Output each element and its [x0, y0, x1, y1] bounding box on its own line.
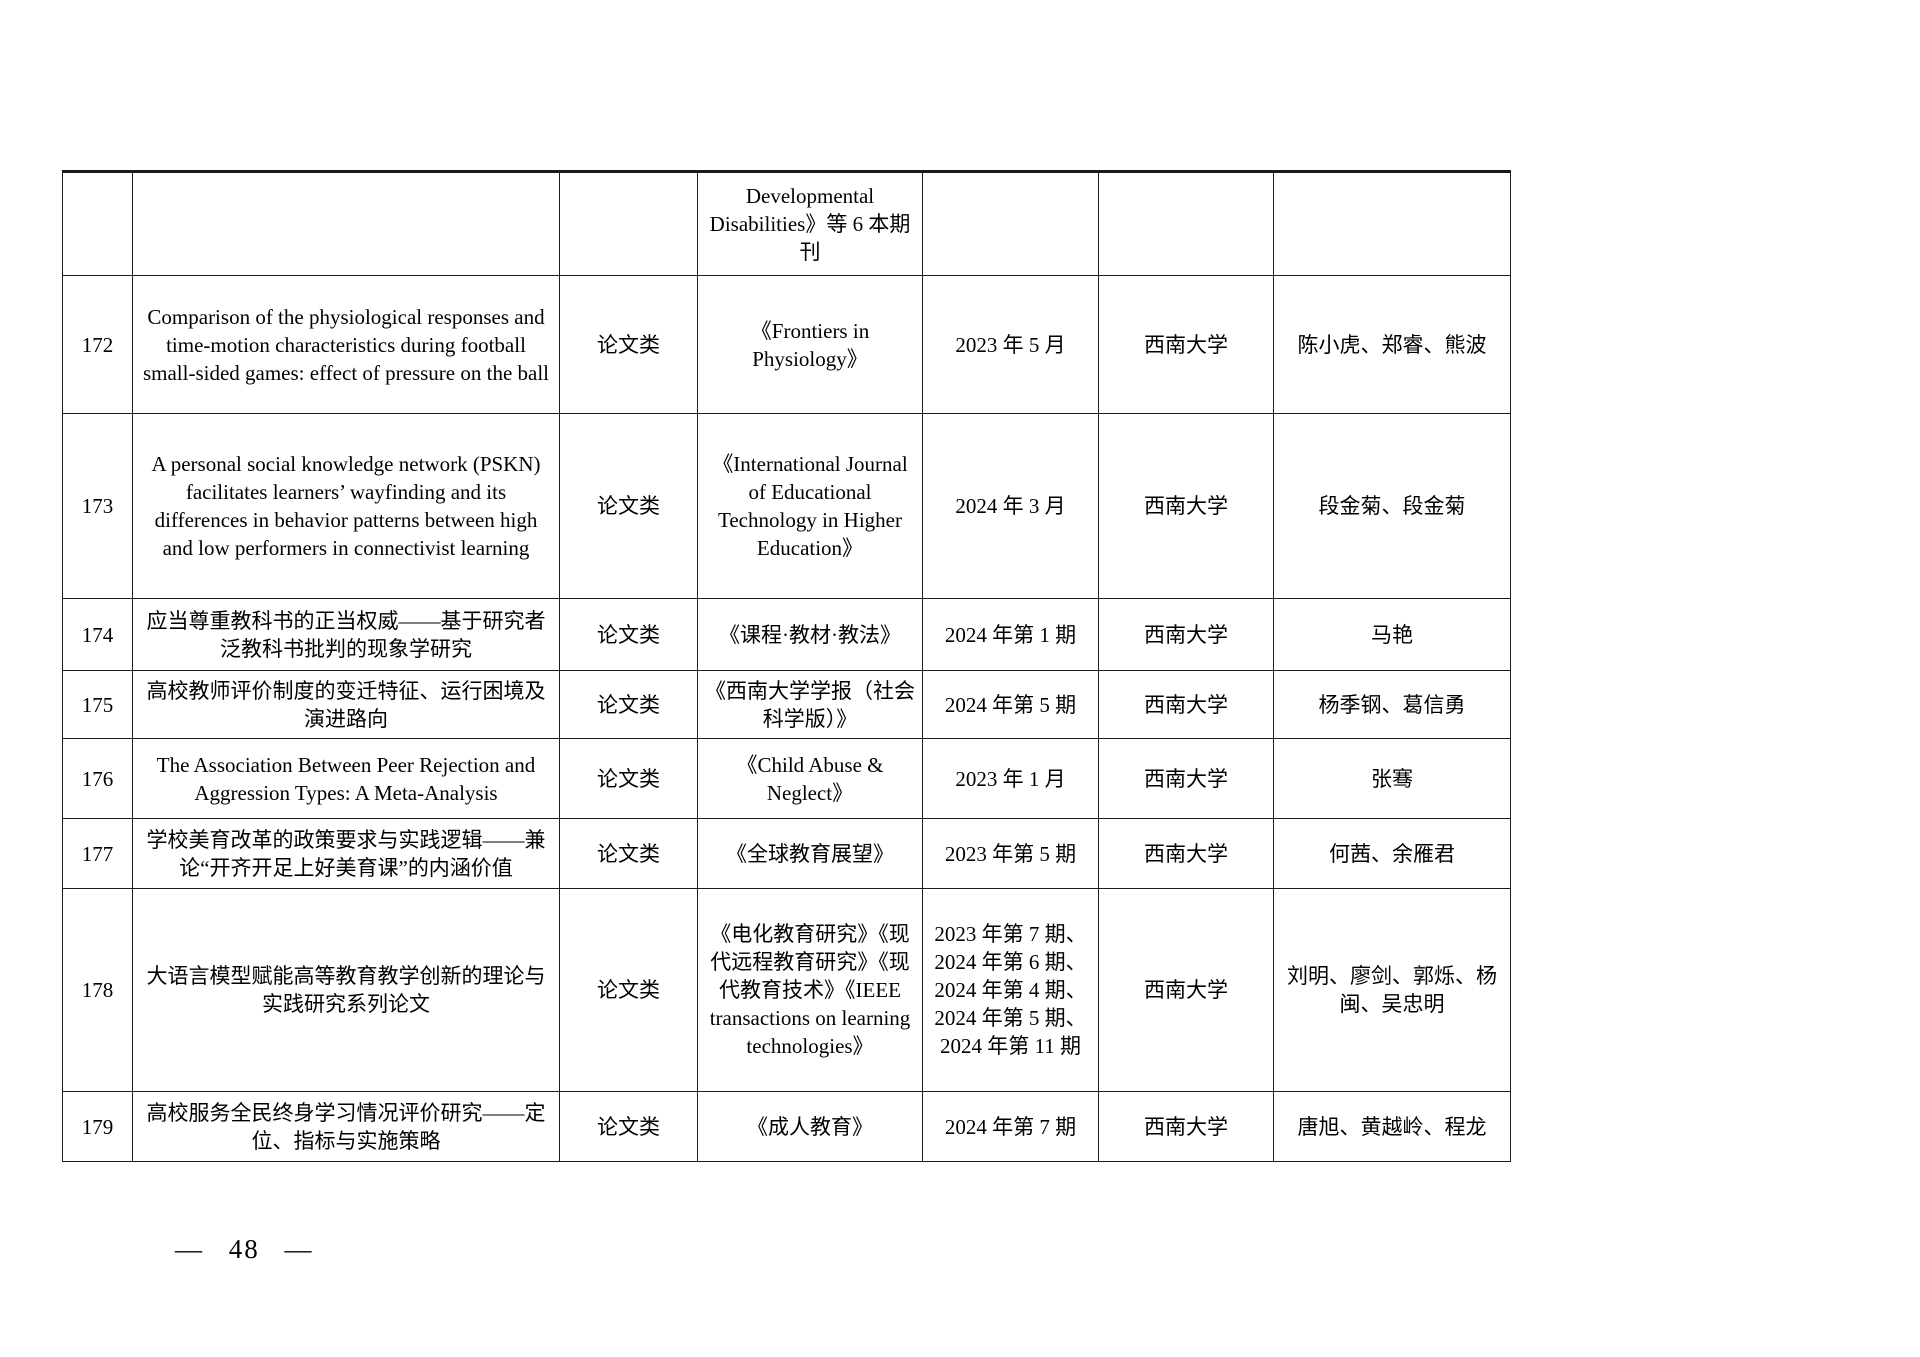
authors-cell: 段金菊、段金菊: [1273, 413, 1511, 599]
title-cell: 高校教师评价制度的变迁特征、运行困境及演进路向: [132, 670, 560, 739]
date-cell: 2023 年第 7 期、2024 年第 6 期、2024 年第 4 期、2024…: [922, 888, 1099, 1092]
date-cell: 2024 年 3 月: [922, 413, 1099, 599]
title-cell: Comparison of the physiological response…: [132, 275, 560, 414]
journal-cell: 《Frontiers in Physiology》: [697, 275, 923, 414]
table-row: 177 学校美育改革的政策要求与实践逻辑——兼论“开齐开足上好美育课”的内涵价值…: [62, 818, 1511, 889]
type-cell: 论文类: [559, 818, 698, 889]
university-cell: 西南大学: [1098, 275, 1274, 414]
title-cell: The Association Between Peer Rejection a…: [132, 738, 560, 819]
university-cell: 西南大学: [1098, 1091, 1274, 1162]
date-cell: 2023 年 5 月: [922, 275, 1099, 414]
type-cell: [559, 171, 698, 276]
authors-cell: 陈小虎、郑睿、熊波: [1273, 275, 1511, 414]
table-row: 174 应当尊重教科书的正当权威——基于研究者泛教科书批判的现象学研究 论文类 …: [62, 598, 1511, 671]
row-number-cell: 174: [62, 598, 133, 671]
date-cell: 2024 年第 1 期: [922, 598, 1099, 671]
title-cell: A personal social knowledge network (PSK…: [132, 413, 560, 599]
type-cell: 论文类: [559, 413, 698, 599]
type-cell: 论文类: [559, 1091, 698, 1162]
journal-cell: 《Child Abuse & Neglect》: [697, 738, 923, 819]
table-row: 172 Comparison of the physiological resp…: [62, 275, 1511, 414]
table-row: 178 大语言模型赋能高等教育教学创新的理论与实践研究系列论文 论文类 《电化教…: [62, 888, 1511, 1092]
authors-cell: [1273, 171, 1511, 276]
university-cell: 西南大学: [1098, 738, 1274, 819]
university-cell: 西南大学: [1098, 670, 1274, 739]
table-row: 176 The Association Between Peer Rejecti…: [62, 738, 1511, 819]
page-number: — 48 —: [175, 1234, 314, 1264]
date-cell: [922, 171, 1099, 276]
title-cell: 大语言模型赋能高等教育教学创新的理论与实践研究系列论文: [132, 888, 560, 1092]
table-row: 173 A personal social knowledge network …: [62, 413, 1511, 599]
type-cell: 论文类: [559, 738, 698, 819]
type-cell: 论文类: [559, 275, 698, 414]
row-number-cell: [62, 171, 133, 276]
type-cell: 论文类: [559, 670, 698, 739]
row-number-cell: 172: [62, 275, 133, 414]
achievement-table-body: Developmental Disabilities》等 6 本期刊 172 C…: [62, 171, 1511, 1162]
journal-cell: 《西南大学学报（社会科学版）》: [697, 670, 923, 739]
table-row: Developmental Disabilities》等 6 本期刊: [62, 171, 1511, 276]
authors-cell: 张骞: [1273, 738, 1511, 819]
university-cell: 西南大学: [1098, 413, 1274, 599]
journal-cell: Developmental Disabilities》等 6 本期刊: [697, 171, 923, 276]
title-cell: 高校服务全民终身学习情况评价研究——定位、指标与实施策略: [132, 1091, 560, 1162]
row-number-cell: 177: [62, 818, 133, 889]
authors-cell: 马艳: [1273, 598, 1511, 671]
university-cell: [1098, 171, 1274, 276]
type-cell: 论文类: [559, 888, 698, 1092]
table-row: 179 高校服务全民终身学习情况评价研究——定位、指标与实施策略 论文类 《成人…: [62, 1091, 1511, 1162]
university-cell: 西南大学: [1098, 888, 1274, 1092]
authors-cell: 刘明、廖剑、郭烁、杨闽、吴忠明: [1273, 888, 1511, 1092]
authors-cell: 唐旭、黄越岭、程龙: [1273, 1091, 1511, 1162]
table-row: 175 高校教师评价制度的变迁特征、运行困境及演进路向 论文类 《西南大学学报（…: [62, 670, 1511, 739]
row-number-cell: 173: [62, 413, 133, 599]
journal-cell: 《全球教育展望》: [697, 818, 923, 889]
type-cell: 论文类: [559, 598, 698, 671]
achievement-table: Developmental Disabilities》等 6 本期刊 172 C…: [62, 170, 1511, 1162]
journal-cell: 《International Journal of Educational Te…: [697, 413, 923, 599]
row-number-cell: 176: [62, 738, 133, 819]
date-cell: 2024 年第 7 期: [922, 1091, 1099, 1162]
title-cell: 学校美育改革的政策要求与实践逻辑——兼论“开齐开足上好美育课”的内涵价值: [132, 818, 560, 889]
date-cell: 2024 年第 5 期: [922, 670, 1099, 739]
title-cell: [132, 171, 560, 276]
date-cell: 2023 年第 5 期: [922, 818, 1099, 889]
authors-cell: 杨季钢、葛信勇: [1273, 670, 1511, 739]
row-number-cell: 179: [62, 1091, 133, 1162]
journal-cell: 《成人教育》: [697, 1091, 923, 1162]
row-number-cell: 178: [62, 888, 133, 1092]
authors-cell: 何茜、余雁君: [1273, 818, 1511, 889]
journal-cell: 《课程·教材·教法》: [697, 598, 923, 671]
row-number-cell: 175: [62, 670, 133, 739]
date-cell: 2023 年 1 月: [922, 738, 1099, 819]
university-cell: 西南大学: [1098, 598, 1274, 671]
title-cell: 应当尊重教科书的正当权威——基于研究者泛教科书批判的现象学研究: [132, 598, 560, 671]
journal-cell: 《电化教育研究》《现代远程教育研究》《现代教育技术》《IEEE transact…: [697, 888, 923, 1092]
university-cell: 西南大学: [1098, 818, 1274, 889]
